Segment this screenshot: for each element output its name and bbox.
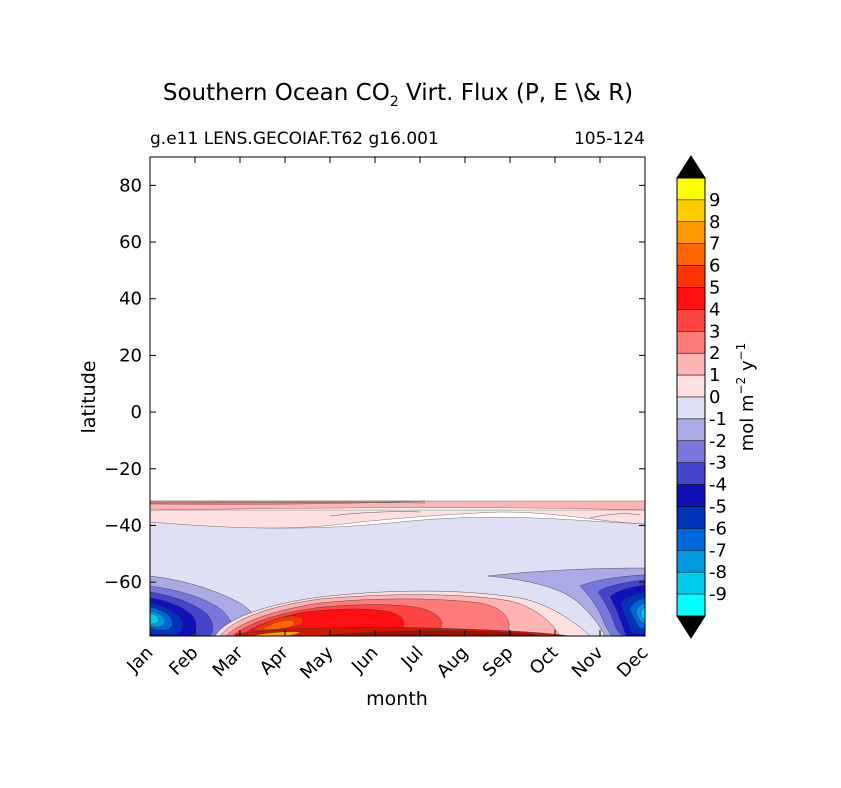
x-tick-label: Jan: [122, 642, 157, 677]
colorbar-swatch: [676, 571, 706, 595]
colorbar-swatch: [676, 418, 706, 442]
colorbar-tick-label: -4: [709, 475, 727, 496]
colorbar-tick-label: 0: [709, 387, 720, 408]
colorbar-extend-bottom: [676, 615, 706, 639]
colorbar-swatch: [676, 265, 706, 288]
x-tick-label: Nov: [568, 642, 608, 682]
colorbar-frame: [676, 177, 706, 617]
colorbar-swatch: [676, 440, 706, 463]
chart-title: Southern Ocean CO2 Virt. Flux (P, E \& R…: [163, 80, 633, 110]
colorbar-tick-label: -1: [709, 409, 727, 430]
y-axis-label: latitude: [78, 361, 100, 434]
y-tick-label: 80: [119, 175, 142, 196]
plot-area: [150, 157, 645, 636]
y-tick-label: −40: [104, 515, 142, 536]
x-tick-label: Oct: [526, 642, 563, 679]
x-tick-label: Mar: [209, 642, 248, 681]
colorbar-tick-label: 8: [709, 212, 720, 233]
contour-line-38: [329, 511, 641, 519]
colorbar-swatch: [676, 309, 706, 332]
colorbar-swatch: [676, 550, 706, 573]
center-lobe-pos6: [261, 619, 295, 630]
colorbar-tick-label: 5: [709, 278, 720, 299]
colorbar-swatch: [676, 287, 706, 310]
x-tick-label: Jun: [347, 642, 382, 677]
x-axis-label: month: [366, 688, 428, 710]
x-tick-label: Feb: [165, 642, 202, 679]
colorbar-extend-top: [676, 155, 706, 179]
right-lobe-neg8: [640, 606, 645, 621]
subtitle-right: 105-124: [574, 129, 645, 149]
colorbar-swatch: [676, 462, 706, 485]
colorbar-tick-label: -6: [709, 518, 727, 539]
y-tick-label: 60: [119, 232, 142, 253]
x-tick-label: Dec: [613, 642, 652, 681]
colorbar-label: mol m−2 y−1: [734, 343, 758, 452]
colorbar-tick-label: 2: [709, 343, 720, 364]
colorbar-tick-label: -5: [709, 497, 727, 518]
y-tick-label: −20: [104, 459, 142, 480]
colorbar-swatch: [676, 374, 706, 398]
colorbar-swatch: [676, 177, 706, 201]
colorbar-tick-label: 7: [709, 234, 720, 255]
colorbar-swatch: [676, 352, 706, 376]
subtitle-left: g.e11 LENS.GECOIAF.T62 g16.001: [150, 129, 439, 149]
colorbar-swatch: [676, 396, 706, 420]
y-tick-label: −60: [104, 572, 142, 593]
colorbar-tick-label: 3: [709, 321, 720, 342]
colorbar-swatch: [676, 221, 706, 244]
colorbar-swatch: [676, 528, 706, 551]
y-tick-label: 0: [131, 402, 142, 423]
x-tick-label: Jul: [397, 642, 428, 673]
x-tick-label: Sep: [479, 642, 518, 681]
colorbar-tick-label: 1: [709, 365, 720, 386]
colorbar-tick-label: -3: [709, 453, 727, 474]
colorbar-swatch: [676, 593, 706, 617]
colorbar-swatch: [676, 199, 706, 223]
colorbar-tick-label: 4: [709, 299, 720, 320]
colorbar-swatch: [676, 331, 706, 354]
colorbar-tick-label: -9: [709, 584, 727, 605]
colorbar-swatch: [676, 484, 706, 507]
colorbar-tick-label: 6: [709, 256, 720, 277]
y-tick-label: 40: [119, 289, 142, 310]
y-tick-label: 20: [119, 345, 142, 366]
contour-0-1: [150, 509, 645, 529]
plot-frame: [149, 156, 646, 637]
colorbar-tick-label: -7: [709, 540, 727, 561]
colorbar-tick-label: -2: [709, 431, 727, 452]
colorbar-tick-label: -8: [709, 562, 727, 583]
colorbar-tick-label: 9: [709, 190, 720, 211]
x-tick-label: Aug: [433, 642, 473, 682]
x-tick-label: Apr: [256, 642, 293, 679]
y-axis: 80 60 40 20 0 −20 −40 −60: [104, 175, 645, 593]
colorbar-swatch: [676, 243, 706, 266]
colorbar-swatch: [676, 506, 706, 529]
x-tick-label: May: [296, 642, 337, 683]
left-lobe-neg8: [150, 612, 160, 625]
